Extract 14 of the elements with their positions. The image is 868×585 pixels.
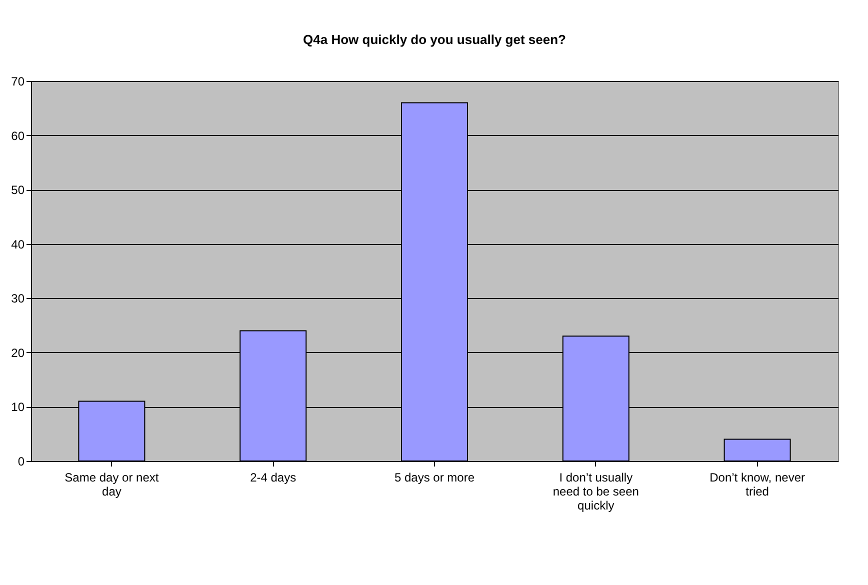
- y-tick-label: 20: [11, 346, 25, 360]
- x-tick-label: I don’t usually need to be seen quickly: [552, 470, 639, 512]
- y-tick-label: 70: [11, 74, 25, 88]
- x-tick-label: Don’t know, never tried: [710, 470, 805, 498]
- y-tick-label: 30: [11, 292, 25, 306]
- x-tick-label: Same day or next day: [64, 470, 160, 498]
- x-tick-label: 2-4 days: [250, 470, 296, 484]
- y-tick-label: 0: [18, 454, 25, 468]
- y-tick-label: 50: [11, 183, 25, 198]
- chart-title: Q4a How quickly do you usually get seen?: [303, 32, 566, 47]
- y-tick-label: 60: [11, 128, 25, 143]
- y-tick-label: 40: [11, 237, 25, 252]
- y-tick-label: 10: [11, 400, 25, 414]
- x-tick-label: 5 days or more: [394, 470, 475, 484]
